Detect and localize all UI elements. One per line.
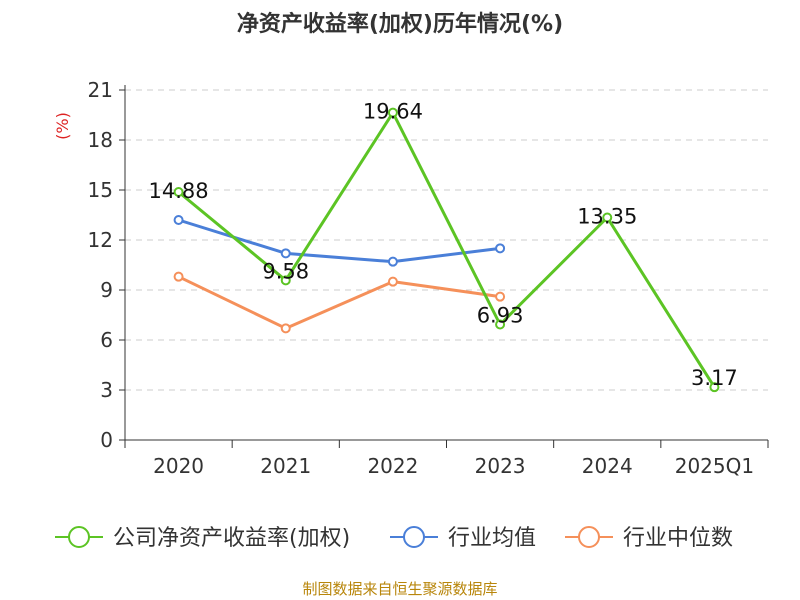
data-label: 13.35 <box>577 205 637 229</box>
y-axis-label: (%) <box>53 112 72 140</box>
data-point <box>280 323 291 334</box>
data-label: 14.88 <box>149 179 209 203</box>
y-tick-label: 18 <box>88 128 113 152</box>
data-label: 19.64 <box>363 100 423 124</box>
y-tick-label: 15 <box>88 178 113 202</box>
legend-label: 行业中位数 <box>623 526 733 551</box>
series-line-2 <box>177 275 501 330</box>
legend-marker <box>578 526 600 548</box>
x-tick-label: 2024 <box>582 454 633 478</box>
data-point <box>495 243 506 254</box>
data-label: 3.17 <box>691 366 738 390</box>
y-tick-label: 12 <box>88 228 113 252</box>
data-point <box>387 107 398 118</box>
data-point <box>387 256 398 267</box>
chart-title: 净资产收益率(加权)历年情况(%) <box>236 12 564 37</box>
y-tick-label: 0 <box>100 428 113 452</box>
data-source-note: 制图数据来自恒生聚源数据库 <box>302 580 498 598</box>
data-point <box>173 215 184 225</box>
series-line-0 <box>177 111 716 388</box>
legend-marker <box>403 526 425 548</box>
y-tick-label: 9 <box>100 278 113 302</box>
y-tick-label: 3 <box>100 378 113 402</box>
y-tick-label: 21 <box>88 78 113 102</box>
data-label: 6.93 <box>477 304 524 328</box>
legend-marker <box>68 526 90 548</box>
data-point <box>495 291 506 302</box>
legend-label: 公司净资产收益率(加权) <box>113 526 350 551</box>
x-tick-label: 2022 <box>367 454 418 478</box>
data-point <box>280 248 291 259</box>
data-point <box>280 275 291 286</box>
data-point <box>387 276 398 287</box>
y-tick-label: 6 <box>100 328 113 352</box>
data-point <box>495 319 506 330</box>
x-tick-label: 2023 <box>475 454 526 478</box>
legend-label: 行业均值 <box>448 526 536 551</box>
data-label: 9.58 <box>262 259 309 283</box>
data-point <box>709 382 720 393</box>
x-tick-label: 2020 <box>153 454 204 478</box>
data-point <box>602 212 613 223</box>
data-point <box>173 187 184 197</box>
data-point <box>173 271 184 282</box>
x-tick-label: 2021 <box>260 454 311 478</box>
x-tick-label: 2025Q1 <box>675 454 754 478</box>
